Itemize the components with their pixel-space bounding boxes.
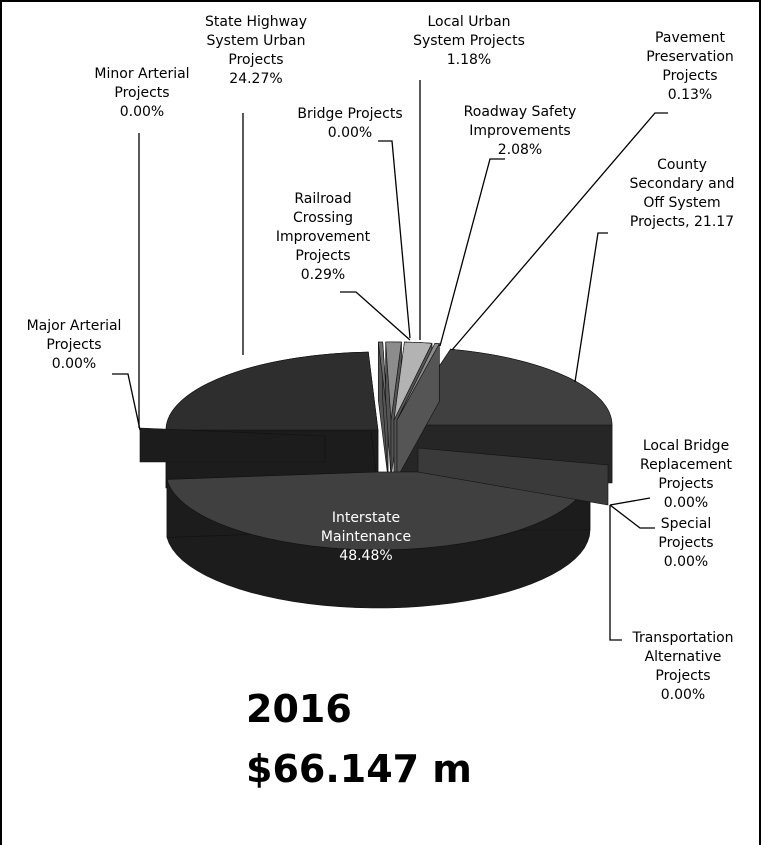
- leader-line-bridge: [378, 140, 411, 339]
- label-local-bridge: Local Bridge Replacement Projects 0.00%: [640, 438, 733, 511]
- leader-lines: [112, 80, 668, 641]
- leader-line-special: [609, 504, 655, 529]
- leader-line-major-arterial: [112, 373, 141, 431]
- leader-line-county-secondary: [574, 232, 608, 383]
- total-amount-label: $66.147 m: [246, 747, 472, 791]
- year-label: 2016: [246, 687, 352, 731]
- label-railroad: Railroad Crossing Improvement Projects 0.29%: [276, 191, 371, 283]
- leader-line-railroad: [340, 291, 411, 341]
- label-state-highway: State Highway System Urban Projects 24.27%: [205, 14, 307, 87]
- slice-major-arterial-projects: [139, 427, 326, 463]
- label-minor-arterial: Minor Arterial Projects 0.00%: [94, 66, 189, 120]
- leader-line-pavement: [451, 112, 668, 351]
- label-transportation-alt: Transportation Alternative Projects 0.00%: [631, 630, 733, 703]
- label-county-secondary: County Secondary and Off System Projects, 2…: [630, 157, 735, 230]
- slice-pavement-preservation-projects: [396, 342, 440, 480]
- leader-line-local-bridge: [609, 497, 651, 506]
- slice-labels: Interstate Maintenance 48.48% State Highway…: [27, 14, 735, 703]
- label-interstate: Interstate Maintenance 48.48%: [321, 510, 411, 564]
- slice-state-highway-system-urban: [165, 351, 379, 489]
- label-bridge: Bridge Projects 0.00%: [297, 106, 402, 141]
- label-special: Special Projects 0.00%: [658, 516, 713, 570]
- label-roadway-safety: Roadway Safety Improvements 2.08%: [464, 104, 577, 158]
- pie-slices: [139, 341, 613, 609]
- leader-line-transportation-alt: [609, 505, 622, 641]
- leader-line-roadway-safety: [439, 158, 505, 347]
- slice-local-bridge-replacement-projects: [417, 447, 609, 506]
- label-pavement: Pavement Preservation Projects 0.13%: [646, 30, 734, 103]
- label-local-urban: Local Urban System Projects 1.18%: [413, 14, 525, 68]
- label-major-arterial: Major Arterial Projects 0.00%: [27, 318, 122, 372]
